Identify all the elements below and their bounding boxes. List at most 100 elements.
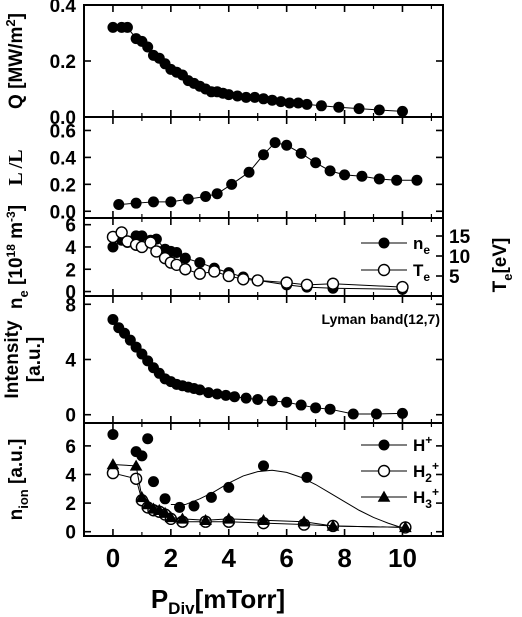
data-point [211, 388, 223, 400]
data-point [231, 90, 243, 102]
data-point [164, 511, 178, 523]
y-tick-label: 0.2 [50, 175, 76, 196]
y-axis-label: Q [MW/m2] [3, 13, 27, 109]
data-point [200, 190, 212, 202]
data-point [150, 245, 163, 258]
data-point [199, 513, 212, 526]
data-point [142, 433, 154, 445]
data-point [324, 403, 336, 415]
data-point [179, 263, 192, 276]
data-point [223, 89, 235, 101]
data-point [182, 193, 194, 205]
data-point [301, 471, 313, 483]
data-point [249, 91, 261, 103]
data-point [353, 103, 365, 115]
data-point [176, 512, 189, 524]
x-tick-label: 6 [279, 543, 293, 573]
data-point [147, 476, 159, 488]
x-axis: 0 2 4 6 8 10 [106, 543, 417, 573]
x-tick-label: 0 [106, 543, 120, 573]
data-point [159, 493, 171, 505]
data-point [229, 391, 241, 403]
data-point [193, 267, 207, 280]
data-point [396, 280, 409, 294]
data-point [141, 498, 155, 510]
y-tick-label: 0.2 [50, 52, 76, 73]
data-point [136, 230, 148, 242]
data-point [333, 101, 345, 113]
data-point [194, 257, 206, 269]
data-point [370, 408, 382, 420]
data-point [326, 277, 340, 290]
data-point [171, 247, 183, 259]
y-tick-label: 0.4 [50, 0, 77, 17]
legend-marker [377, 263, 391, 277]
data-point [295, 147, 307, 159]
panel-4: 0 4 8 Intensity [a.u.] Lyman band(12,7) [2, 295, 444, 427]
data-point [240, 91, 252, 103]
data-point [258, 149, 269, 161]
data-point [165, 196, 177, 208]
data-point [205, 491, 217, 503]
legend-label: H3+ [413, 485, 439, 511]
data-point [310, 402, 322, 414]
data-point [258, 93, 269, 105]
data-point [121, 21, 133, 33]
data-point [257, 513, 270, 526]
y-axis-unit: [a.u.] [24, 337, 45, 382]
y2-axis-label: Te[eV] [490, 238, 515, 293]
data-point [269, 137, 281, 149]
data-point [106, 458, 120, 470]
data-point [208, 265, 221, 278]
data-point [396, 407, 408, 419]
y-tick-label: 0.0 [50, 108, 76, 129]
data-point [222, 512, 236, 524]
legend-label: ne [413, 234, 430, 257]
data-point [284, 97, 296, 109]
legend-label: H2+ [413, 459, 439, 485]
x-tick-label: 8 [337, 543, 351, 573]
data-point [211, 188, 223, 200]
data-point [226, 178, 238, 190]
data-point [147, 196, 159, 208]
legend-marker [378, 237, 390, 249]
panel-frame [83, 217, 444, 297]
data-point [129, 472, 143, 485]
data-point [252, 394, 264, 406]
data-point [281, 396, 293, 408]
y-axis-label: ne [1018 m-3] [4, 205, 31, 309]
panels: 0.00.20.4Q [MW/m2]0.00.20.40.6L /L024651… [2, 0, 515, 544]
data-point [301, 98, 313, 110]
data-point [223, 481, 235, 493]
data-point [411, 174, 423, 186]
data-point [130, 197, 142, 209]
panel-1: 0.0 0.2 0.4 Q [MW/m2] [3, 0, 444, 129]
data-point [266, 94, 278, 106]
data-point [136, 450, 148, 462]
data-point [179, 252, 191, 264]
data-point [107, 313, 119, 325]
data-point [113, 199, 125, 211]
data-point [281, 139, 293, 151]
x-tick-label: 2 [164, 543, 178, 573]
y-tick-label: 0.4 [50, 148, 77, 169]
data-point [135, 491, 149, 503]
data-point [142, 41, 154, 53]
data-point [266, 395, 278, 407]
data-point [315, 100, 327, 112]
y-tick-label: 4 [65, 351, 76, 372]
y-tick-label: 2 [65, 494, 76, 515]
data-point [356, 170, 368, 182]
data-point [107, 428, 119, 440]
data-point [297, 515, 311, 527]
panel-2: 0.0 0.2 0.4 0.6 L /L [5, 116, 444, 223]
data-point [222, 269, 235, 283]
panel-frame [83, 422, 444, 537]
x-tick-label: 10 [388, 543, 417, 573]
data-point [292, 97, 304, 109]
data-point [251, 274, 264, 287]
data-point [144, 236, 157, 249]
data-point [129, 459, 143, 471]
data-point [326, 519, 340, 531]
y-tick-label: 6 [65, 437, 76, 458]
